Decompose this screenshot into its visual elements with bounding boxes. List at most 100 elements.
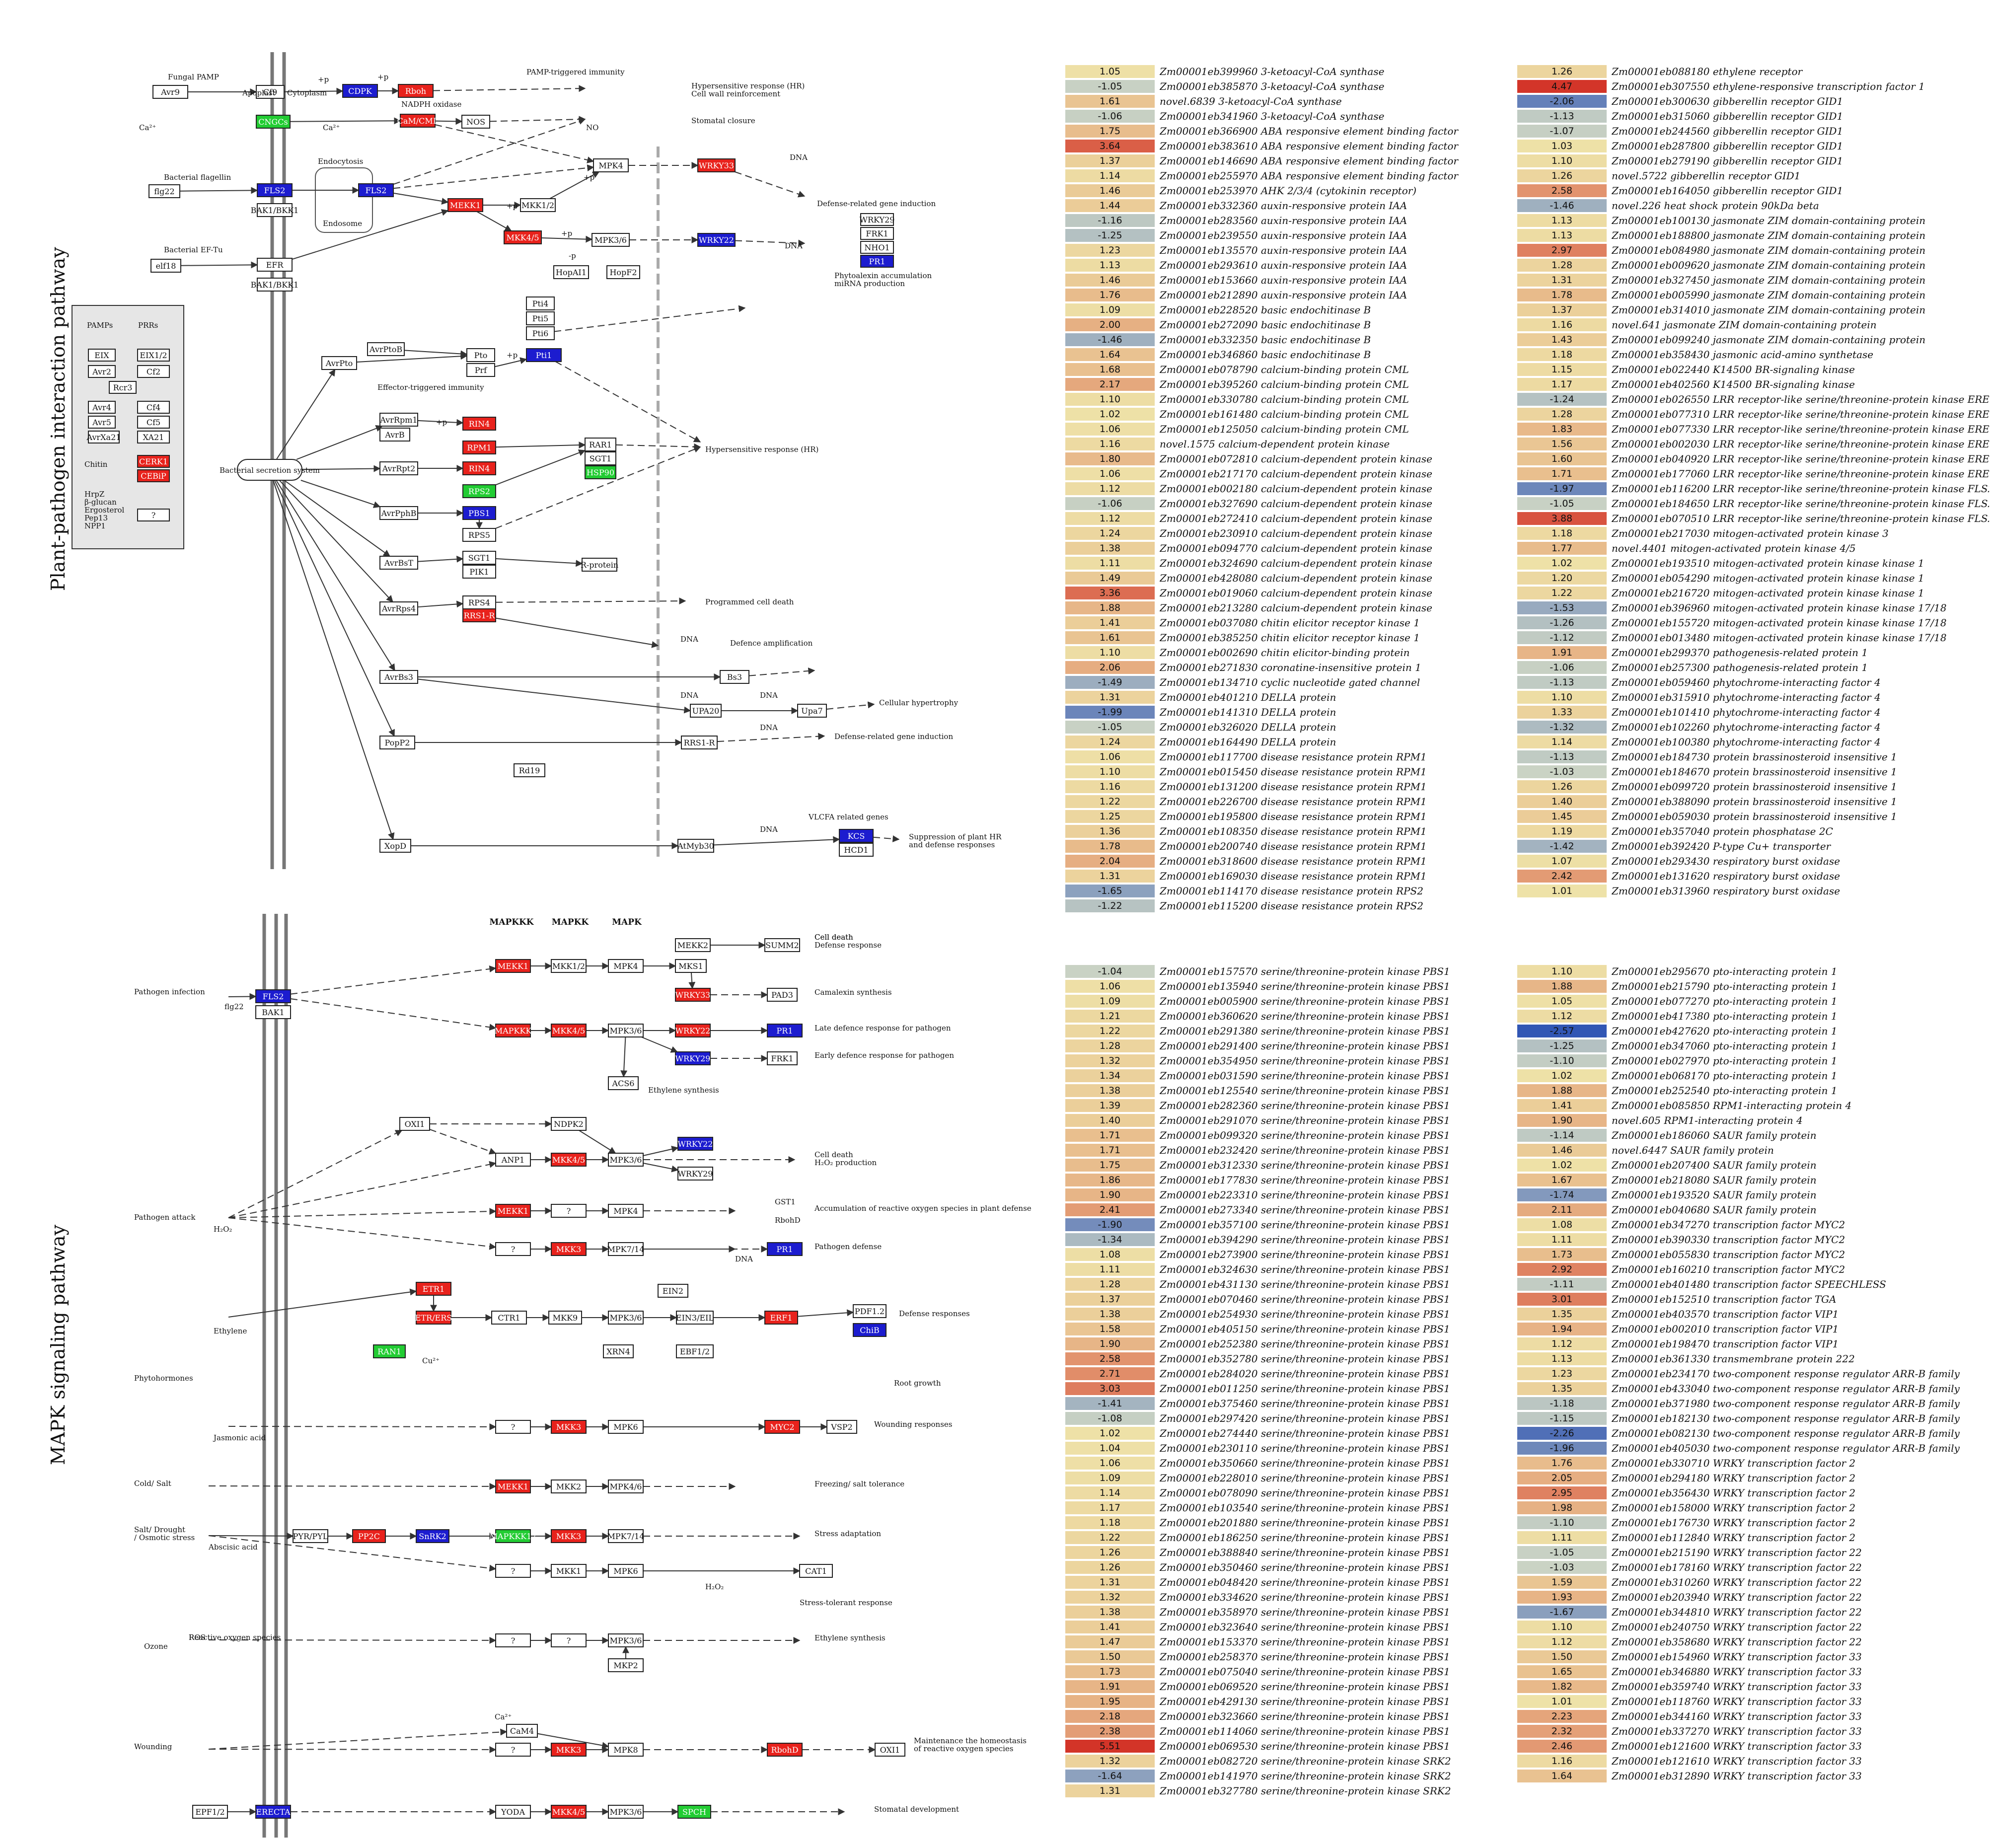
ppi-node-avrrpm1[interactable]: AvrRpm1 bbox=[379, 413, 418, 427]
mapk-node-m_wrky22[interactable]: WRKY22 bbox=[675, 1024, 711, 1037]
ppi-node-mpk4_a[interactable]: MPK4 bbox=[593, 158, 629, 172]
ppi-node-upa20[interactable]: UPA20 bbox=[690, 704, 722, 718]
mapk-node-m_mkk3[interactable]: MKK3 bbox=[551, 1242, 587, 1256]
ppi-node-avr2[interactable]: Avr2 bbox=[88, 365, 116, 378]
mapk-node-m_mkp2[interactable]: MKP2 bbox=[608, 1658, 644, 1672]
mapk-node-m_pr1[interactable]: PR1 bbox=[767, 1024, 803, 1037]
ppi-node-wrky33_a[interactable]: WRKY33 bbox=[697, 158, 736, 172]
mapk-node-m_ethr[interactable]: ETR/ERS bbox=[415, 1311, 452, 1325]
mapk-node-m_ran1[interactable]: RAN1 bbox=[373, 1344, 406, 1358]
ppi-node-mkk12[interactable]: MKK1/2 bbox=[520, 198, 556, 212]
mapk-node-m_pdf12[interactable]: PDF1.2 bbox=[853, 1304, 887, 1318]
mapk-node-m_fls2[interactable]: FLS2 bbox=[255, 989, 291, 1003]
mapk-node-m_wrky22b[interactable]: WRKY22 bbox=[677, 1137, 713, 1151]
mapk-node-m_cat1[interactable]: CAT1 bbox=[799, 1564, 833, 1578]
mapk-node-m_q1[interactable]: ? bbox=[551, 1204, 587, 1218]
ppi-node-bss[interactable]: Bacterial secretion system bbox=[220, 459, 320, 481]
ppi-node-rin4_a[interactable]: RIN4 bbox=[462, 417, 496, 431]
ppi-node-cf5[interactable]: Cf5 bbox=[137, 416, 170, 429]
mapk-node-m_ein3[interactable]: EIN3/EIL bbox=[676, 1311, 714, 1325]
ppi-node-hopai1[interactable]: HopAI1 bbox=[553, 265, 589, 279]
mapk-node-m_mpk36b[interactable]: MPK3/6 bbox=[608, 1153, 644, 1167]
ppi-node-rprotein[interactable]: R-protein bbox=[581, 558, 618, 572]
ppi-node-wrky22[interactable]: WRKY22 bbox=[697, 233, 736, 247]
mapk-node-m_mekk2[interactable]: MEKK2 bbox=[675, 938, 711, 952]
ppi-node-cf9[interactable]: Cf9 bbox=[256, 85, 285, 99]
mapk-node-m_rbohd[interactable]: RbohD bbox=[767, 1743, 803, 1757]
ppi-node-rboh[interactable]: Rboh bbox=[398, 84, 434, 98]
mapk-node-m_anp1[interactable]: ANP1 bbox=[495, 1153, 531, 1167]
mapk-node-m_pr1b[interactable]: PR1 bbox=[767, 1242, 803, 1256]
ppi-node-avrxa21[interactable]: AvrXa21 bbox=[86, 431, 121, 444]
ppi-node-sgt1_b[interactable]: SGT1 bbox=[462, 551, 496, 565]
ppi-node-prf[interactable]: Prf bbox=[466, 363, 495, 377]
mapk-node-m_mkk2[interactable]: MKK2 bbox=[551, 1479, 587, 1493]
ppi-node-pr1[interactable]: PR1 bbox=[860, 255, 894, 268]
ppi-node-atmyb30[interactable]: AtMyb30 bbox=[677, 839, 714, 853]
mapk-node-m_mkk9[interactable]: MKK9 bbox=[548, 1311, 582, 1325]
mapk-node-m_mpk8[interactable]: MPK8 bbox=[608, 1743, 644, 1757]
mapk-node-m_mkk45b[interactable]: MKK4/5 bbox=[551, 1153, 587, 1167]
ppi-node-avrpto[interactable]: AvrPto bbox=[321, 356, 357, 370]
mapk-node-m_mpk36[interactable]: MPK3/6 bbox=[608, 1024, 644, 1037]
ppi-node-mpk36_a[interactable]: MPK3/6 bbox=[592, 233, 630, 247]
ppi-node-rps5[interactable]: RPS5 bbox=[462, 528, 496, 542]
mapk-node-m_ctr1[interactable]: CTR1 bbox=[491, 1311, 527, 1325]
mapk-node-m_ndpk2[interactable]: NDPK2 bbox=[551, 1117, 587, 1131]
ppi-node-pik1[interactable]: PIK1 bbox=[462, 565, 496, 579]
mapk-node-m_xrn4[interactable]: XRN4 bbox=[603, 1344, 634, 1358]
ppi-node-hopf2[interactable]: HopF2 bbox=[606, 265, 640, 279]
mapk-node-m_q6[interactable]: ? bbox=[551, 1633, 587, 1647]
ppi-node-rpm1[interactable]: RPM1 bbox=[462, 441, 496, 454]
mapk-node-m_mapkkk17[interactable]: MAPKKK17 bbox=[490, 1529, 537, 1543]
ppi-node-avr5[interactable]: Avr5 bbox=[88, 416, 116, 429]
mapk-node-m_epf[interactable]: EPF1/2 bbox=[192, 1805, 228, 1819]
ppi-node-nos[interactable]: NOS bbox=[461, 115, 490, 129]
mapk-node-m_wrky29b[interactable]: WRKY29 bbox=[677, 1167, 713, 1181]
ppi-node-avrpphb[interactable]: AvrPphB bbox=[379, 506, 418, 520]
mapk-node-m_mpk36c[interactable]: MPK3/6 bbox=[608, 1311, 644, 1325]
mapk-node-m_mkk12[interactable]: MKK1/2 bbox=[551, 959, 587, 973]
ppi-node-avrb[interactable]: AvrB bbox=[379, 428, 410, 442]
ppi-node-kcs[interactable]: KCS bbox=[839, 829, 874, 843]
mapk-node-m_q5[interactable]: ? bbox=[495, 1633, 531, 1647]
mapk-node-m_pad3[interactable]: PAD3 bbox=[767, 988, 798, 1002]
mapk-node-m_mpk4[interactable]: MPK4 bbox=[608, 959, 644, 973]
mapk-node-m_erf1[interactable]: ERF1 bbox=[764, 1311, 798, 1325]
ppi-node-avrptob[interactable]: AvrPtoB bbox=[367, 342, 405, 356]
ppi-node-efr[interactable]: EFR bbox=[257, 258, 293, 272]
mapk-node-m_bak1[interactable]: BAK1 bbox=[255, 1005, 291, 1019]
ppi-node-unk[interactable]: ? bbox=[137, 509, 170, 521]
ppi-node-cf2[interactable]: Cf2 bbox=[137, 365, 170, 378]
ppi-node-pti1[interactable]: Pti1 bbox=[526, 348, 562, 362]
ppi-node-eix12[interactable]: EIX1/2 bbox=[137, 349, 170, 362]
mapk-node-m_mpk4b[interactable]: MPK4 bbox=[608, 1204, 644, 1218]
ppi-node-avrrps4[interactable]: AvrRps4 bbox=[379, 601, 418, 615]
ppi-node-cdpk_a[interactable]: CDPK bbox=[342, 84, 378, 98]
mapk-node-m_acs6[interactable]: ACS6 bbox=[608, 1076, 639, 1090]
ppi-node-avrbs3[interactable]: AvrBs3 bbox=[379, 670, 418, 684]
ppi-node-upa7[interactable]: Upa7 bbox=[797, 704, 827, 718]
ppi-node-nho1[interactable]: NHO1 bbox=[860, 241, 894, 254]
mapk-node-m_chib[interactable]: ChiB bbox=[853, 1323, 887, 1337]
mapk-node-m_ein2[interactable]: EIN2 bbox=[658, 1284, 688, 1298]
mapk-node-m_etr1[interactable]: ETR1 bbox=[416, 1282, 451, 1296]
ppi-node-mekk1[interactable]: MEKK1 bbox=[447, 198, 483, 212]
mapk-node-m_vsp2[interactable]: VSP2 bbox=[826, 1420, 857, 1434]
mapk-node-m_mekk1b[interactable]: MEKK1 bbox=[495, 1204, 531, 1218]
mapk-node-m_mkk1[interactable]: MKK1 bbox=[551, 1564, 587, 1578]
ppi-node-rin4_b[interactable]: RIN4 bbox=[462, 461, 496, 475]
mapk-node-m_q2[interactable]: ? bbox=[495, 1242, 531, 1256]
ppi-node-hcd1[interactable]: HCD1 bbox=[839, 843, 874, 857]
ppi-node-rrs1r_a[interactable]: RRS1-R bbox=[462, 608, 496, 622]
mapk-node-m_mapkkk[interactable]: MAPKKK bbox=[495, 1024, 532, 1037]
mapk-node-m_wrky29[interactable]: WRKY29 bbox=[675, 1051, 711, 1065]
mapk-node-m_oxi1[interactable]: OXI1 bbox=[399, 1117, 430, 1131]
mapk-node-m_mpk6[interactable]: MPK6 bbox=[608, 1420, 644, 1434]
mapk-node-m_yoda[interactable]: YODA bbox=[495, 1805, 531, 1819]
mapk-node-m_mpk36e[interactable]: MPK3/6 bbox=[608, 1805, 644, 1819]
ppi-node-avrrpt2[interactable]: AvrRpt2 bbox=[379, 461, 418, 475]
ppi-node-mkk45[interactable]: MKK4/5 bbox=[504, 230, 542, 244]
ppi-node-avrbst[interactable]: AvrBsT bbox=[379, 556, 418, 570]
mapk-node-m_mpk46[interactable]: MPK4/6 bbox=[608, 1479, 644, 1493]
